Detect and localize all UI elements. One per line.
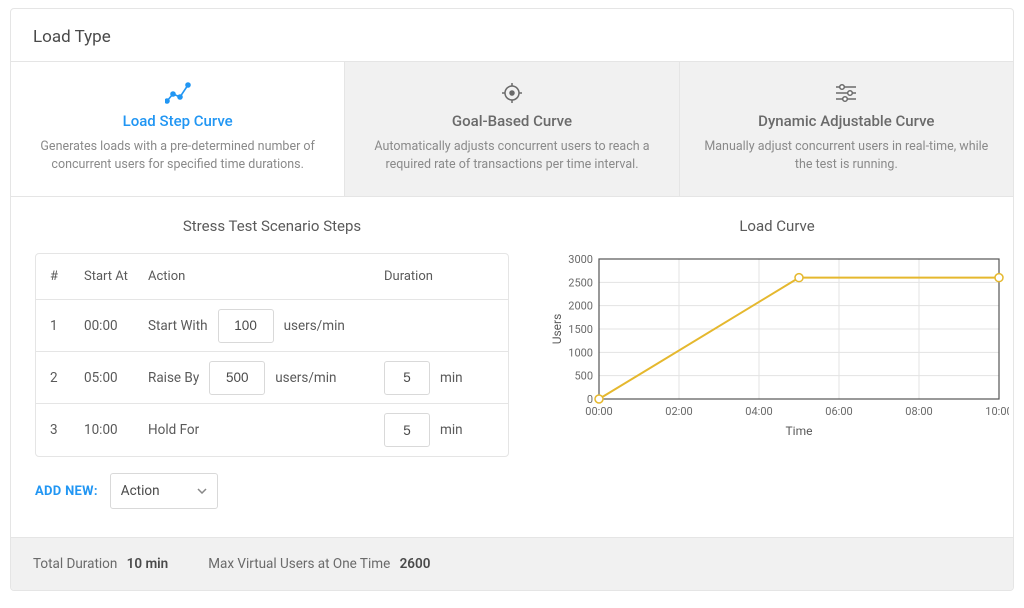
action-label: Raise By bbox=[148, 370, 199, 386]
panel-title: Load Type bbox=[11, 9, 1013, 62]
svg-text:Time: Time bbox=[786, 424, 813, 438]
tab-title: Load Step Curve bbox=[31, 112, 324, 130]
tab-load-step[interactable]: Load Step Curve Generates loads with a pr… bbox=[11, 62, 345, 196]
action-label: Hold For bbox=[148, 422, 199, 438]
max-users-value: 2600 bbox=[400, 556, 431, 572]
tabs-bar: Load Step Curve Generates loads with a pr… bbox=[11, 62, 1013, 197]
action-cell: Raise By users/min bbox=[148, 361, 384, 395]
steps-header-row: # Start At Action Duration bbox=[36, 254, 508, 300]
load-type-panel: Load Type Load Step Curve Generates loads… bbox=[10, 8, 1014, 591]
add-new-row: ADD NEW: Action bbox=[35, 473, 509, 509]
action-cell: Start With users/min bbox=[148, 309, 384, 343]
svg-text:06:00: 06:00 bbox=[825, 405, 852, 418]
duration-input[interactable] bbox=[384, 361, 430, 395]
svg-text:00:00: 00:00 bbox=[585, 405, 612, 418]
total-duration-value: 10 min bbox=[127, 556, 169, 572]
col-start: Start At bbox=[84, 269, 148, 284]
steps-section: Stress Test Scenario Steps # Start At Ac… bbox=[35, 217, 509, 509]
add-new-label[interactable]: ADD NEW: bbox=[35, 484, 98, 499]
tab-title: Goal-Based Curve bbox=[365, 112, 658, 130]
row-start: 00:00 bbox=[84, 318, 148, 334]
action-unit: users/min bbox=[284, 318, 345, 334]
svg-text:3000: 3000 bbox=[568, 253, 593, 266]
chart-section: Load Curve 05001000150020002500300000:00… bbox=[545, 217, 1009, 509]
svg-text:500: 500 bbox=[574, 370, 593, 383]
steps-title: Stress Test Scenario Steps bbox=[35, 217, 509, 235]
total-duration: Total Duration 10 min bbox=[33, 556, 168, 572]
target-icon bbox=[365, 80, 658, 106]
col-duration: Duration bbox=[384, 269, 494, 284]
duration-cell: min bbox=[384, 361, 494, 395]
max-users: Max Virtual Users at One Time 2600 bbox=[208, 556, 430, 572]
value-input[interactable] bbox=[218, 309, 274, 343]
svg-text:1500: 1500 bbox=[568, 323, 593, 336]
svg-text:1000: 1000 bbox=[568, 347, 593, 360]
col-action: Action bbox=[148, 269, 384, 284]
steps-table: # Start At Action Duration 100:00Start W… bbox=[35, 253, 509, 457]
sliders-icon bbox=[700, 80, 993, 106]
row-idx: 1 bbox=[50, 318, 84, 334]
chart-svg: 05001000150020002500300000:0002:0004:000… bbox=[549, 253, 1009, 453]
add-new-select[interactable]: Action bbox=[110, 473, 218, 509]
duration-input[interactable] bbox=[384, 413, 430, 447]
row-idx: 3 bbox=[50, 422, 84, 438]
action-cell: Hold For bbox=[148, 422, 384, 438]
svg-text:08:00: 08:00 bbox=[905, 405, 932, 418]
duration-unit: min bbox=[440, 422, 463, 438]
table-row: 100:00Start With users/min bbox=[36, 300, 508, 352]
add-new-select-value: Action bbox=[121, 483, 160, 499]
row-start: 05:00 bbox=[84, 370, 148, 386]
tab-dynamic[interactable]: Dynamic Adjustable Curve Manually adjust … bbox=[680, 62, 1013, 196]
duration-unit: min bbox=[440, 370, 463, 386]
max-users-label: Max Virtual Users at One Time bbox=[208, 556, 390, 572]
value-input[interactable] bbox=[209, 361, 265, 395]
svg-text:2000: 2000 bbox=[568, 300, 593, 313]
svg-text:Users: Users bbox=[550, 314, 564, 345]
chart-title: Load Curve bbox=[545, 217, 1009, 235]
curve-icon bbox=[31, 80, 324, 106]
table-row: 310:00Hold For min bbox=[36, 404, 508, 456]
row-start: 10:00 bbox=[84, 422, 148, 438]
load-curve-chart: 05001000150020002500300000:0002:0004:000… bbox=[549, 253, 1009, 423]
svg-text:2500: 2500 bbox=[568, 277, 593, 290]
tab-desc: Automatically adjusts concurrent users t… bbox=[365, 138, 658, 174]
svg-text:02:00: 02:00 bbox=[665, 405, 692, 418]
table-row: 205:00Raise By users/min min bbox=[36, 352, 508, 404]
tab-desc: Manually adjust concurrent users in real… bbox=[700, 138, 993, 174]
svg-text:04:00: 04:00 bbox=[745, 405, 772, 418]
duration-cell: min bbox=[384, 413, 494, 447]
tab-title: Dynamic Adjustable Curve bbox=[700, 112, 993, 130]
action-label: Start With bbox=[148, 318, 208, 334]
row-idx: 2 bbox=[50, 370, 84, 386]
col-idx: # bbox=[50, 269, 84, 284]
total-duration-label: Total Duration bbox=[33, 556, 117, 572]
chevron-down-icon bbox=[197, 488, 207, 494]
action-unit: users/min bbox=[275, 370, 336, 386]
tab-desc: Generates loads with a pre-determined nu… bbox=[31, 138, 324, 174]
tab-goal-based[interactable]: Goal-Based Curve Automatically adjusts co… bbox=[345, 62, 679, 196]
content-area: Stress Test Scenario Steps # Start At Ac… bbox=[11, 197, 1013, 537]
footer-bar: Total Duration 10 min Max Virtual Users … bbox=[11, 537, 1013, 590]
svg-text:10:00: 10:00 bbox=[985, 405, 1009, 418]
